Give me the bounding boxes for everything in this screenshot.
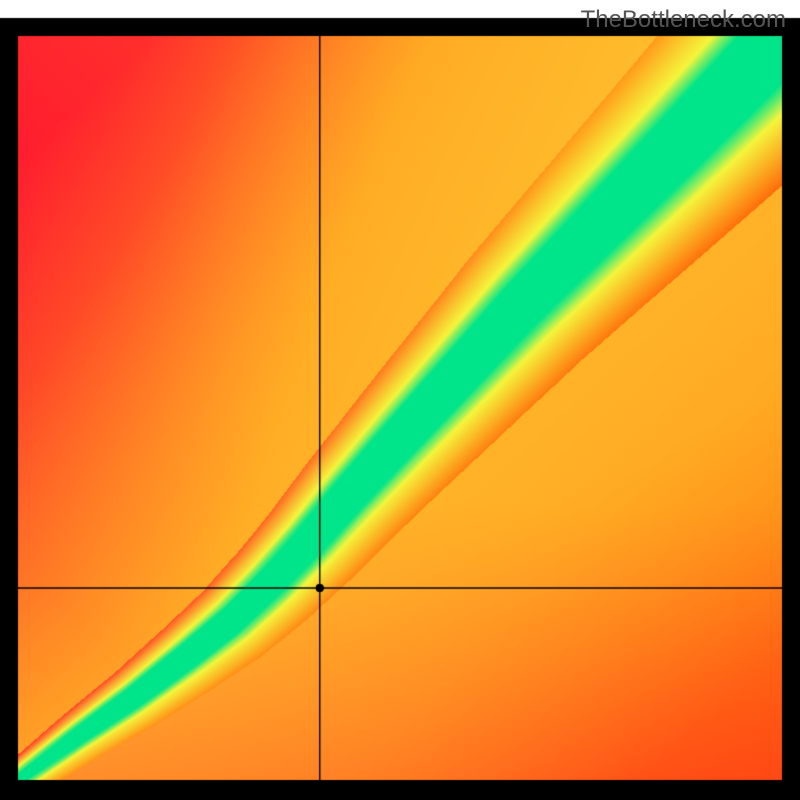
watermark-text: TheBottleneck.com	[581, 6, 786, 34]
bottleneck-heatmap	[0, 0, 800, 800]
